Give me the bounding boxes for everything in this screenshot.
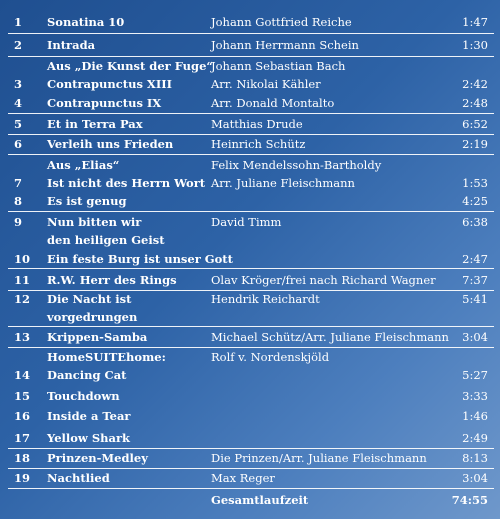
track-duration: 2:49 [462,431,488,445]
track-composer: Olav Kröger/frei nach Richard Wagner [211,273,436,287]
track-number: 3 [14,77,23,91]
track-composer: Max Reger [211,471,275,485]
track-duration: 3:04 [462,471,488,485]
row-separator [8,468,494,469]
track-composer: Arr. Donald Montalto [211,96,335,110]
track-number: 7 [14,176,23,190]
track-number: 11 [14,273,31,287]
track-title: Aus „Die Kunst der Fuge“ Contrapunctus XI… [47,59,214,91]
track-number: 18 [14,451,31,465]
track-number: 16 [14,409,31,423]
row-separator [8,211,494,212]
track-duration: 3:33 [462,389,488,403]
track-number: 10 [14,252,31,266]
track-title: Inside a Tear [47,409,131,423]
track-duration: 6:52 [462,117,488,131]
row-separator [8,347,494,348]
row-separator [8,33,494,34]
track-number: 1 [14,15,23,29]
track-title: Nun bitten wir den heiligen Geist [47,215,165,247]
track-duration: 2:47 [462,252,488,266]
track-composer: Johann Gottfried Reiche [211,15,352,29]
track-number: 19 [14,471,31,485]
track-duration: 1:30 [462,38,488,52]
track-title: Touchdown [47,389,120,403]
track-title: Es ist genug [47,194,127,208]
track-number: 4 [14,96,23,110]
track-title: Intrada [47,38,96,52]
row-separator [8,134,494,135]
track-number: 8 [14,194,23,208]
track-composer: Michael Schütz/Arr. Juliane Fleischmann [211,330,449,344]
row-separator [8,154,494,155]
track-number: 12 [14,292,31,306]
track-composer: Rolf v. Nordenskjöld [211,350,330,364]
row-separator [8,56,494,57]
track-title: Aus „Elias“ Ist nicht des Herrn Wort [47,158,206,190]
track-number: 5 [14,117,23,131]
total-duration: 74:55 [451,493,488,507]
track-title: Nachtlied [47,471,110,485]
track-duration: 2:42 [462,77,488,91]
track-duration: 7:37 [462,273,488,287]
track-composer: Felix Mendelssohn-Bartholdy Arr. Juliane … [211,158,382,190]
track-number: 15 [14,389,31,403]
track-duration: 5:27 [462,368,488,382]
row-separator [8,268,494,269]
track-number: 17 [14,431,31,445]
track-duration: 6:38 [462,215,488,229]
row-separator [8,290,494,291]
track-composer: Johann Herrmann Schein [211,38,359,52]
track-duration: 8:13 [462,451,488,465]
track-title: Krippen-Samba [47,330,148,344]
row-separator [8,326,494,327]
total-label: Gesamtlaufzeit [211,493,309,507]
row-separator [8,448,494,449]
row-separator [8,113,494,114]
track-composer: Matthias Drude [211,117,303,131]
track-duration: 5:41 [462,292,488,306]
track-composer: Hendrik Reichardt [211,292,320,306]
row-separator [8,488,494,489]
track-title: Die Nacht ist vorgedrungen [47,292,138,324]
track-title: Et in Terra Pax [47,117,143,131]
track-title: Sonatina 10 [47,15,125,29]
track-duration: 1:47 [462,15,488,29]
track-number: 14 [14,368,31,382]
track-number: 13 [14,330,31,344]
track-duration: 2:19 [462,137,488,151]
track-duration: 1:53 [462,176,488,190]
track-title: Ein feste Burg ist unser Gott [47,252,233,266]
track-composer: David Timm [211,215,282,229]
track-number: 9 [14,215,23,229]
track-duration: 1:46 [462,409,488,423]
track-duration: 4:25 [462,194,488,208]
track-composer: Die Prinzen/Arr. Juliane Fleischmann [211,451,427,465]
track-duration: 3:04 [462,330,488,344]
track-number: 2 [14,38,23,52]
track-title: HomeSUITEhome: Dancing Cat [47,350,166,382]
track-title: Verleih uns Frieden [47,137,174,151]
track-title: Prinzen-Medley [47,451,148,465]
track-composer: Johann Sebastian Bach Arr. Nikolai Kähler [211,59,346,91]
track-title: Yellow Shark [47,431,130,445]
track-composer: Heinrich Schütz [211,137,306,151]
track-duration: 2:48 [462,96,488,110]
track-number: 6 [14,137,23,151]
track-title: Contrapunctus IX [47,96,162,110]
track-title: R.W. Herr des Rings [47,273,177,287]
